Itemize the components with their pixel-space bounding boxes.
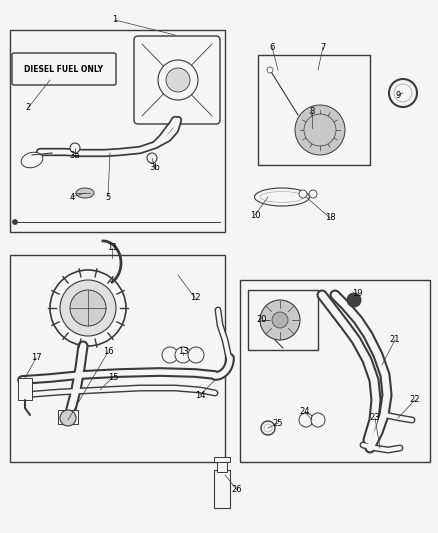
Circle shape (394, 84, 412, 102)
Circle shape (309, 190, 317, 198)
Circle shape (389, 79, 417, 107)
Circle shape (166, 68, 190, 92)
Bar (248, 290, 318, 350)
Bar (217, 460, 227, 472)
Text: 14: 14 (195, 391, 205, 400)
Text: 25: 25 (273, 418, 283, 427)
Circle shape (175, 347, 191, 363)
Ellipse shape (254, 188, 310, 206)
Bar (214, 470, 230, 508)
Circle shape (299, 413, 313, 427)
Text: 10: 10 (250, 211, 260, 220)
Circle shape (299, 190, 307, 198)
Text: 11: 11 (107, 244, 117, 253)
Ellipse shape (260, 191, 304, 203)
Circle shape (295, 105, 345, 155)
Bar (10, 30, 225, 232)
Text: 7: 7 (320, 43, 326, 52)
Text: 8: 8 (309, 108, 314, 117)
Text: 13: 13 (178, 348, 188, 357)
Circle shape (188, 347, 204, 363)
Text: 21: 21 (390, 335, 400, 344)
Text: 17: 17 (31, 353, 41, 362)
Ellipse shape (76, 188, 94, 198)
Text: 26: 26 (232, 486, 242, 495)
Circle shape (264, 424, 272, 432)
Text: 4: 4 (69, 192, 74, 201)
Text: 20: 20 (257, 316, 267, 325)
Text: DIESEL FUEL ONLY: DIESEL FUEL ONLY (25, 64, 103, 74)
Bar (10, 255, 225, 462)
Circle shape (50, 270, 126, 346)
FancyBboxPatch shape (12, 53, 116, 85)
Bar (214, 457, 230, 462)
Circle shape (260, 300, 300, 340)
Text: 3b: 3b (150, 164, 160, 173)
FancyBboxPatch shape (134, 36, 220, 124)
Circle shape (60, 280, 116, 336)
Text: 3a: 3a (70, 150, 80, 159)
Circle shape (304, 114, 336, 146)
Text: 12: 12 (190, 294, 200, 303)
Circle shape (60, 410, 76, 426)
Circle shape (158, 60, 198, 100)
Bar (240, 280, 430, 462)
Text: 19: 19 (352, 288, 362, 297)
Text: 22: 22 (410, 395, 420, 405)
Circle shape (272, 312, 288, 328)
Circle shape (70, 143, 80, 153)
Text: 24: 24 (300, 408, 310, 416)
Circle shape (162, 347, 178, 363)
Text: 23: 23 (370, 414, 380, 423)
Text: 18: 18 (325, 214, 336, 222)
Circle shape (261, 421, 275, 435)
Bar (18, 378, 32, 400)
Text: 1: 1 (113, 15, 118, 25)
Text: 6: 6 (269, 43, 275, 52)
Circle shape (13, 220, 18, 224)
Circle shape (267, 67, 273, 73)
Text: 9: 9 (396, 91, 401, 100)
Text: 5: 5 (106, 192, 111, 201)
Circle shape (147, 153, 157, 163)
Circle shape (70, 290, 106, 326)
Ellipse shape (21, 152, 43, 168)
Circle shape (311, 413, 325, 427)
Text: 16: 16 (102, 348, 113, 357)
Circle shape (347, 293, 361, 307)
Bar (258, 55, 370, 165)
Text: 2: 2 (25, 103, 31, 112)
Text: 15: 15 (108, 373, 118, 382)
Bar (58, 410, 78, 424)
